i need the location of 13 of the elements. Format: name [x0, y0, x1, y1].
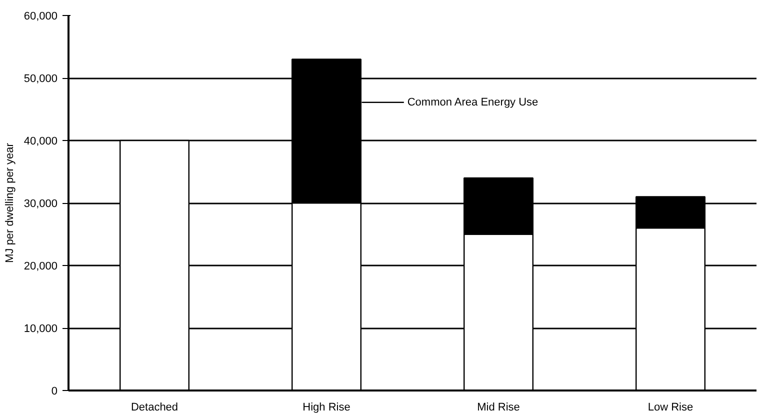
y-tick-label: 50,000	[24, 73, 58, 85]
y-tick-label: 10,000	[24, 323, 58, 335]
x-tick-label: High Rise	[302, 402, 350, 414]
annotation: Common Area Energy Use	[407, 96, 538, 108]
x-tick-label: Mid Rise	[477, 402, 520, 414]
x-tick-label: Low Rise	[648, 402, 694, 414]
y-axis-title: MJ per dwelling per year	[4, 142, 16, 263]
y-tick-label: 0	[51, 386, 58, 398]
y-tick-label: 40,000	[24, 136, 58, 148]
y-tick-label: 30,000	[24, 198, 58, 210]
y-tick-label: 60,000	[24, 10, 58, 22]
y-tick-label: 20,000	[24, 260, 58, 272]
x-tick-label: Detached	[130, 402, 178, 414]
